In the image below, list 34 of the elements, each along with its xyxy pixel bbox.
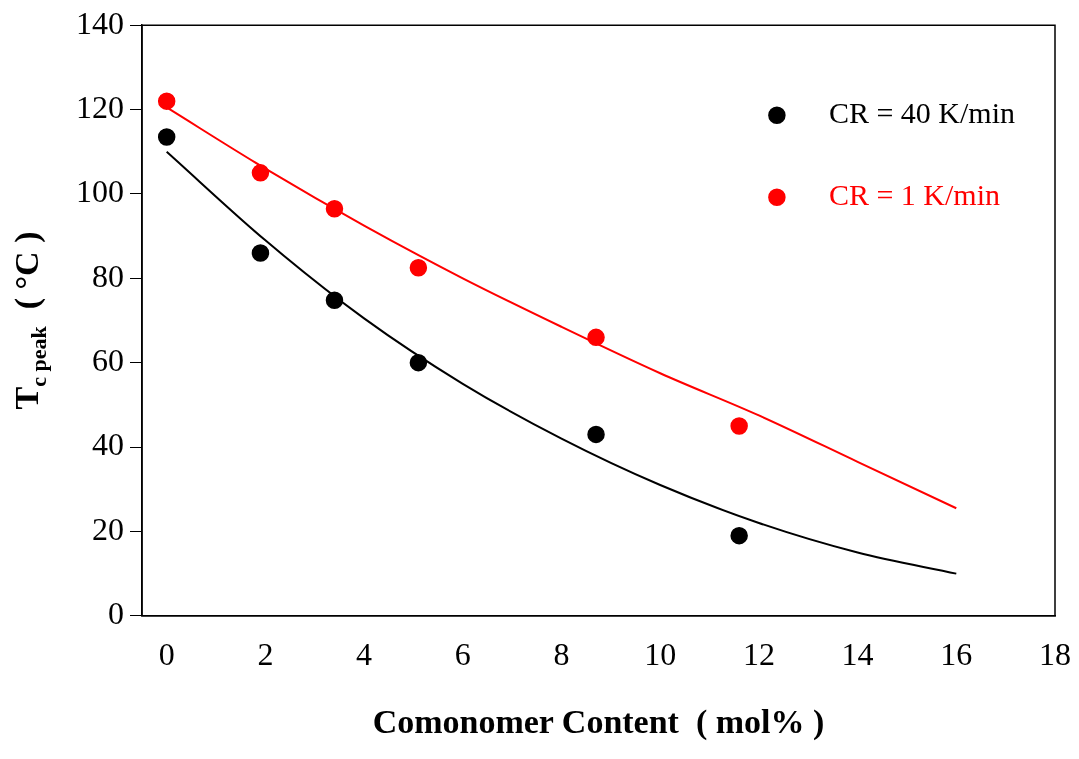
x-tick-label: 12 — [742, 636, 775, 673]
x-tick-label: 16 — [940, 636, 973, 673]
y-tick-label: 0 — [108, 595, 124, 632]
point — [730, 417, 748, 435]
y-tick-label: 80 — [92, 257, 124, 294]
point — [325, 291, 344, 309]
x-tick-label: 2 — [257, 636, 274, 673]
point — [587, 328, 605, 347]
legend-label: CR = 1 K/min — [828, 178, 1000, 212]
point — [587, 425, 605, 444]
y-tick-label: 40 — [92, 426, 124, 463]
x-tick-label: 6 — [454, 636, 471, 673]
point — [325, 199, 344, 218]
x-axis-title: Comonomer Content ( mol% ) — [372, 703, 825, 742]
y-tick-label: 140 — [76, 4, 124, 41]
legend-label: CR = 40 K/min — [828, 96, 1015, 130]
x-tick-label: 4 — [356, 636, 373, 673]
point — [251, 164, 270, 182]
point — [157, 92, 176, 110]
x-tick-label: 18 — [1039, 636, 1071, 673]
y-axis-title: Tc peak ( °C ) — [8, 231, 51, 410]
point — [157, 128, 176, 146]
point — [251, 244, 270, 262]
point — [409, 353, 428, 372]
y-tick-label: 120 — [76, 88, 124, 125]
y-tick-label: 20 — [92, 510, 124, 547]
point — [730, 526, 748, 545]
x-tick-label: 14 — [841, 636, 874, 673]
y-tick-label: 60 — [92, 342, 124, 379]
y-tick-label: 100 — [76, 173, 124, 210]
point — [409, 259, 428, 277]
x-tick-label: 8 — [553, 636, 570, 673]
x-tick-label: 10 — [644, 636, 677, 673]
x-tick-label: 0 — [158, 636, 175, 673]
